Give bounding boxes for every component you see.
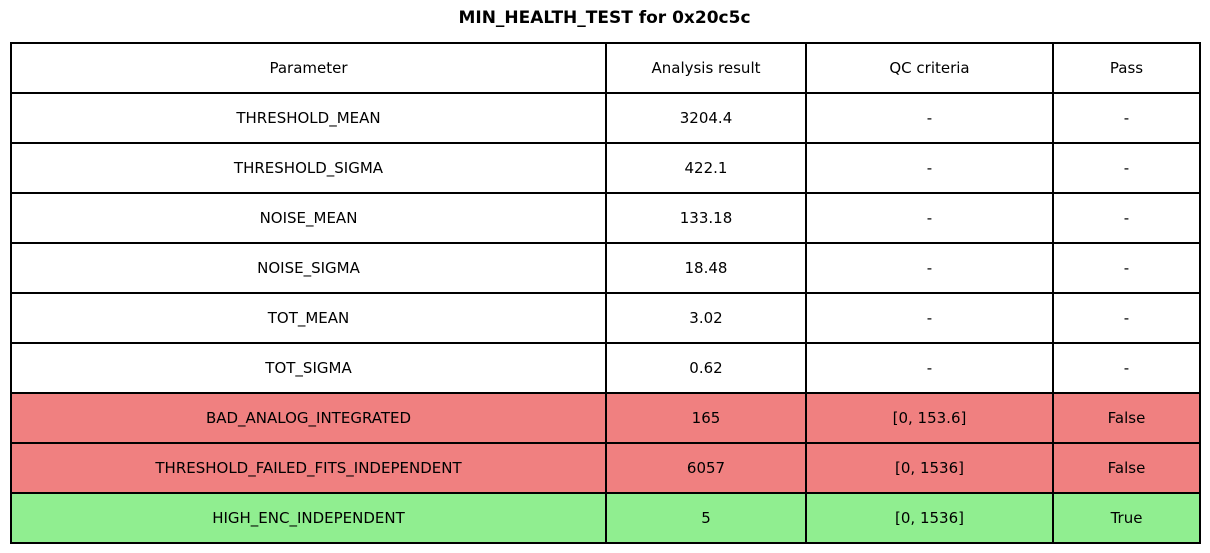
table-row: TOT_SIGMA 0.62- - xyxy=(10,342,1201,394)
table-row: TOT_MEAN 3.02- - xyxy=(10,292,1201,344)
table-row: NOISE_MEAN 133.18- - xyxy=(10,192,1201,244)
cell-pass: - xyxy=(1052,242,1201,294)
column-header-pass: Pass xyxy=(1052,42,1201,94)
cell-result: 18.48 xyxy=(605,242,807,294)
column-header-analysis-result: Analysis result xyxy=(605,42,807,94)
table-row: BAD_ANALOG_INTEGRATED 165 [0, 153.6] False xyxy=(10,392,1201,444)
column-header-qc-criteria: QC criteria xyxy=(805,42,1054,94)
column-header-parameter: Parameter xyxy=(10,42,607,94)
table-body: THRESHOLD_MEAN 3204.4- - THRESHOLD_SIGMA 422… xyxy=(10,92,1201,544)
cell-result: 3.02 xyxy=(605,292,807,344)
cell-result: 6057 xyxy=(605,442,807,494)
cell-pass: - xyxy=(1052,342,1201,394)
cell-result: 0.62 xyxy=(605,342,807,394)
cell-parameter: BAD_ANALOG_INTEGRATED xyxy=(10,392,607,444)
cell-qc: [0, 1536] xyxy=(805,442,1054,494)
table-row: THRESHOLD_FAILED_FITS_INDEPENDENT 6057 [0,… xyxy=(10,442,1201,494)
cell-pass: - xyxy=(1052,142,1201,194)
cell-parameter: HIGH_ENC_INDEPENDENT xyxy=(10,492,607,544)
table-row: THRESHOLD_SIGMA 422.1- - xyxy=(10,142,1201,194)
cell-qc: [0, 1536] xyxy=(805,492,1054,544)
cell-qc: - xyxy=(805,342,1054,394)
cell-qc: - xyxy=(805,292,1054,344)
cell-result: 133.18 xyxy=(605,192,807,244)
cell-pass: - xyxy=(1052,292,1201,344)
cell-result: 165 xyxy=(605,392,807,444)
cell-qc: [0, 153.6] xyxy=(805,392,1054,444)
cell-pass: - xyxy=(1052,192,1201,244)
table-row: THRESHOLD_MEAN 3204.4- - xyxy=(10,92,1201,144)
qc-results-table: Parameter Analysis result QC criteria Pa… xyxy=(10,42,1201,544)
table-row: HIGH_ENC_INDEPENDENT 5 [0, 1536] True xyxy=(10,492,1201,544)
cell-qc: - xyxy=(805,142,1054,194)
figure-title: MIN_HEALTH_TEST for 0x20c5c xyxy=(458,8,751,28)
cell-parameter: NOISE_MEAN xyxy=(10,192,607,244)
cell-parameter: TOT_MEAN xyxy=(10,292,607,344)
cell-pass: False xyxy=(1052,442,1201,494)
table-row: NOISE_SIGMA 18.48- - xyxy=(10,242,1201,294)
cell-qc: - xyxy=(805,92,1054,144)
header-row: Parameter Analysis result QC criteria Pa… xyxy=(10,42,1201,94)
table-header: Parameter Analysis result QC criteria Pa… xyxy=(10,42,1201,94)
cell-parameter: THRESHOLD_FAILED_FITS_INDEPENDENT xyxy=(10,442,607,494)
cell-qc: - xyxy=(805,242,1054,294)
cell-result: 3204.4 xyxy=(605,92,807,144)
cell-parameter: NOISE_SIGMA xyxy=(10,242,607,294)
cell-pass: True xyxy=(1052,492,1201,544)
cell-qc: - xyxy=(805,192,1054,244)
cell-result: 5 xyxy=(605,492,807,544)
cell-parameter: TOT_SIGMA xyxy=(10,342,607,394)
cell-parameter: THRESHOLD_MEAN xyxy=(10,92,607,144)
cell-pass: - xyxy=(1052,92,1201,144)
cell-pass: False xyxy=(1052,392,1201,444)
cell-parameter: THRESHOLD_SIGMA xyxy=(10,142,607,194)
cell-result: 422.1 xyxy=(605,142,807,194)
